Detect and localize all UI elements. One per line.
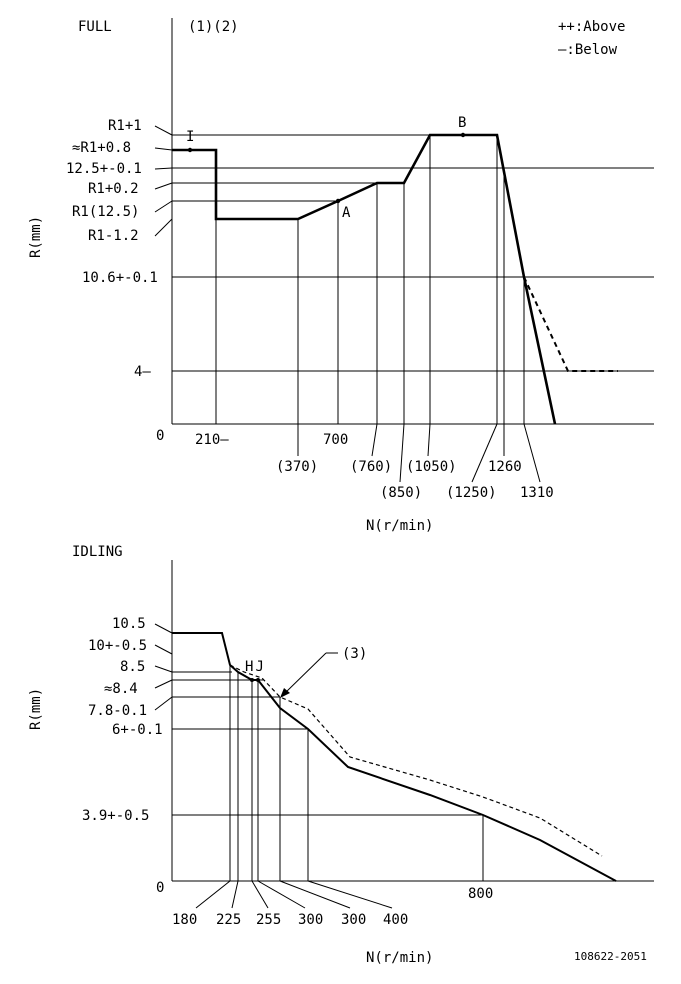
full-point-b-marker	[460, 132, 466, 138]
full-x-label-370: (370)	[276, 459, 318, 475]
idling-y-leader-3	[154, 665, 173, 673]
idling-x-leader-255	[251, 880, 269, 909]
idling-x-leader-300a	[257, 880, 306, 909]
legend-below: —:Below	[558, 42, 618, 58]
idling-y-label-6: 6+-0.1	[112, 722, 163, 738]
full-x-label-760: (760)	[350, 459, 392, 475]
idling-y-leader-5	[154, 696, 173, 711]
full-point-i-marker	[187, 147, 193, 153]
idling-y-leader-4	[154, 679, 173, 689]
full-y-label-12-5: 12.5+-0.1	[66, 161, 142, 177]
full-y-leader-4	[154, 182, 173, 190]
full-x-leader-1310	[523, 423, 541, 483]
full-y-label-r1-minus-1-2: R1-1.2	[88, 228, 139, 244]
idling-y-label-7-8: 7.8-0.1	[88, 703, 147, 719]
idling-y-leader-2	[154, 644, 173, 655]
full-y-leader-2	[154, 147, 173, 151]
full-y-axis-label: R(mm)	[28, 216, 44, 258]
idling-y-label-10-5: 10.5	[112, 616, 146, 632]
idling-x-leader-400	[307, 880, 393, 909]
full-x-leader-1250	[471, 423, 498, 483]
idling-x-label-180: 180	[172, 912, 197, 928]
full-x-label-1310: 1310	[520, 485, 554, 501]
full-x-label-1260: 1260	[488, 459, 522, 475]
idling-x-leader-300b	[279, 880, 351, 909]
idling-x-leader-180	[195, 880, 231, 909]
full-x-leader-850	[399, 423, 405, 483]
full-x-axis-label: N(r/min)	[366, 518, 433, 534]
idling-x-label-300b: 300	[341, 912, 366, 928]
idling-y-label-8-4: ≈8.4	[104, 681, 138, 697]
full-point-a-label: A	[342, 205, 351, 221]
idling-point-j-marker	[256, 678, 260, 682]
footer-code: 108622-2051	[574, 950, 647, 963]
full-x-label-1250: (1250)	[446, 485, 497, 501]
full-point-b-label: B	[458, 115, 466, 131]
full-chart-title: FULL	[78, 19, 112, 35]
idling-origin-label: 0	[156, 880, 164, 896]
idling-y-label-3-9: 3.9+-0.5	[82, 808, 149, 824]
full-chart-subtitle: (1)(2)	[188, 19, 239, 35]
idling-x-label-800: 800	[468, 886, 493, 902]
full-y-label-r1-12-5: R1(12.5)	[72, 204, 139, 220]
full-x-leader-1050	[427, 423, 431, 457]
legend-above: ++:Above	[558, 19, 625, 35]
full-y-label-10-6: 10.6+-0.1	[82, 270, 158, 286]
idling-callout-3-pointer	[283, 652, 327, 695]
full-y-label-4: 4—	[134, 364, 151, 380]
idling-x-label-225: 225	[216, 912, 241, 928]
idling-x-label-255: 255	[256, 912, 281, 928]
idling-y-leader-1	[154, 623, 173, 634]
full-curve-solid	[172, 133, 557, 425]
idling-x-axis-label: N(r/min)	[366, 950, 433, 966]
idling-x-label-400: 400	[383, 912, 408, 928]
full-x-leader-760	[371, 423, 378, 457]
idling-chart-title: IDLING	[72, 544, 123, 560]
idling-curve-solid	[172, 632, 617, 882]
idling-callout-3-label: (3)	[342, 646, 367, 662]
full-x-label-1050: (1050)	[406, 459, 457, 475]
full-point-i-label: I	[186, 129, 194, 145]
full-y-leader-5	[154, 200, 173, 213]
full-y-leader-1	[154, 125, 173, 136]
idling-y-axis-label: R(mm)	[28, 688, 44, 730]
idling-point-h-marker	[250, 678, 254, 682]
full-origin-label: 0	[156, 428, 164, 444]
full-y-leader-6	[154, 218, 173, 237]
idling-point-j-label: J	[255, 659, 263, 675]
idling-y-label-8-5: 8.5	[120, 659, 145, 675]
idling-curve-dashed	[229, 664, 603, 857]
full-x-label-700: 700	[323, 432, 348, 448]
idling-point-h-label: H	[245, 659, 253, 675]
full-point-a-marker	[335, 198, 341, 204]
full-curve-dashed	[523, 276, 618, 372]
full-y-leader-3	[154, 167, 173, 170]
full-x-label-850: (850)	[380, 485, 422, 501]
idling-y-label-10-0-5: 10+-0.5	[88, 638, 147, 654]
full-x-label-210: 210—	[195, 432, 229, 448]
idling-callout-3-arrowhead	[280, 688, 290, 698]
idling-x-leader-225	[231, 880, 239, 909]
full-y-label-r1-plus-0-8: ≈R1+0.8	[72, 140, 131, 156]
full-y-label-r1-plus-0-2: R1+0.2	[88, 181, 139, 197]
full-y-label-r1-plus-1: R1+1	[108, 118, 142, 134]
idling-x-label-300a: 300	[298, 912, 323, 928]
